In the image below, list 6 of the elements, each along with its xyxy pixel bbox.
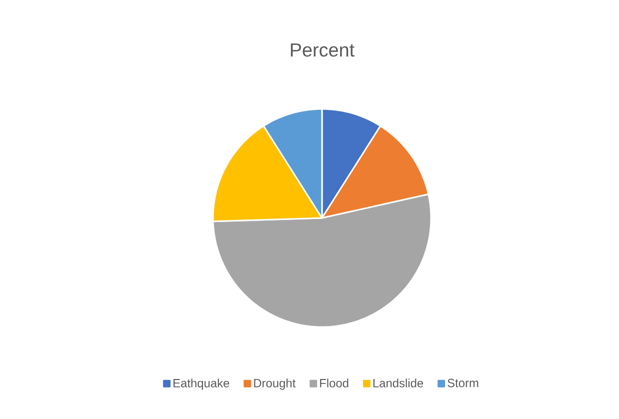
legend-label: Storm [448, 378, 478, 388]
legend-label: Flood [320, 378, 348, 388]
legend-label: Eathquake [174, 378, 230, 390]
chart-title: Percent [290, 43, 354, 57]
legend-label: Drought [254, 378, 296, 390]
legend-label: Landslide [373, 378, 424, 388]
